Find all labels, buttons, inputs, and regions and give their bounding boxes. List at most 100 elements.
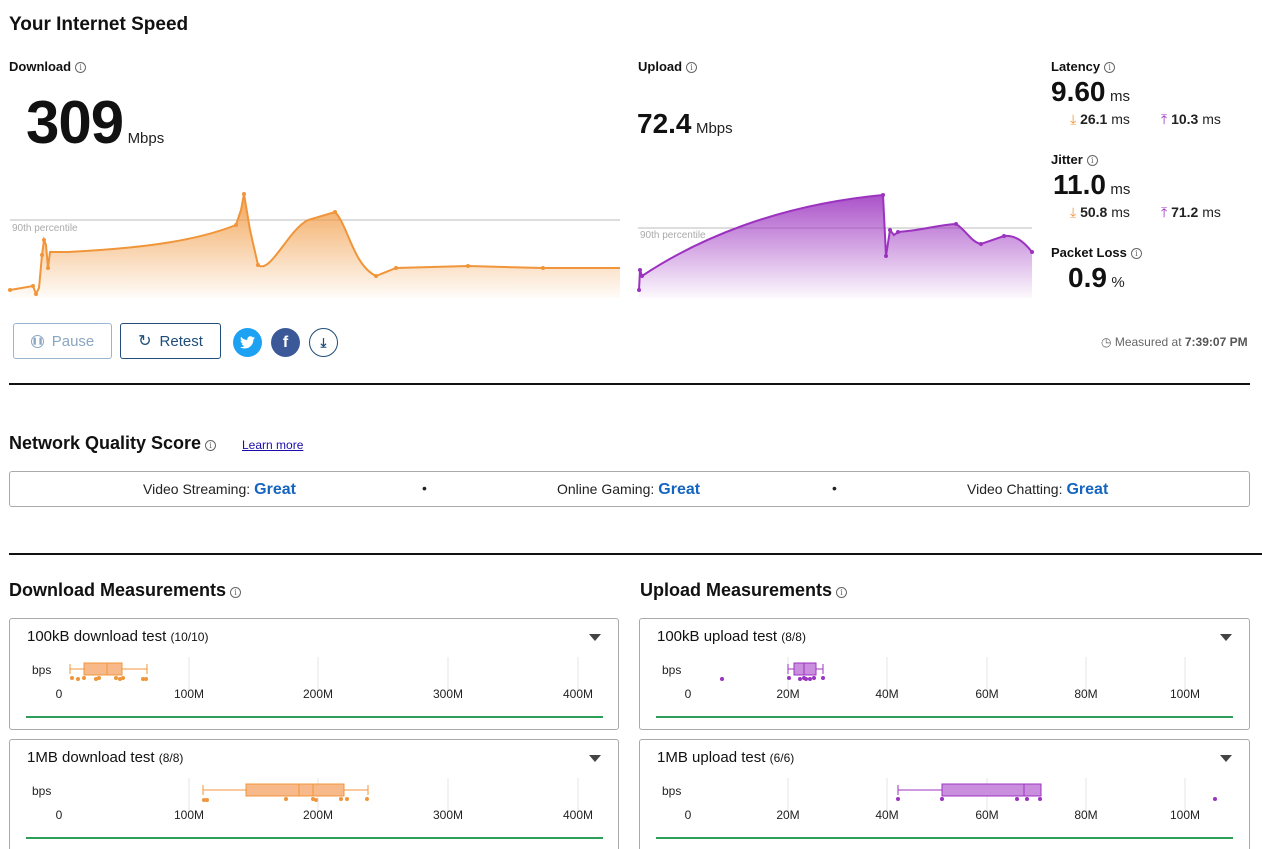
- upload-value: 72.4: [637, 108, 692, 139]
- axis-tick: 100M: [173, 687, 205, 701]
- latency-down-value: 26.1: [1080, 111, 1108, 127]
- percentile-label: 90th percentile: [640, 230, 706, 241]
- upload-1mb-card[interactable]: 1MB upload test (6/6) bps 0 20M 40M 60M …: [639, 739, 1250, 849]
- divider: [9, 383, 1250, 385]
- latency-up-unit: ms: [1202, 111, 1221, 127]
- learn-more-link[interactable]: Learn more: [242, 438, 304, 452]
- pause-label: Pause: [51, 332, 95, 350]
- info-icon[interactable]: i: [1130, 248, 1142, 259]
- info-icon[interactable]: i: [686, 62, 698, 73]
- upload-label: Upload i: [638, 59, 698, 74]
- chevron-down-icon[interactable]: [1220, 634, 1232, 641]
- upload-speed: 72.4 Mbps: [637, 108, 733, 140]
- jitter-label: Jitter i: [1051, 152, 1098, 167]
- axis-label: bps: [662, 784, 682, 798]
- online-gaming-value: Great: [658, 481, 701, 498]
- upload-measurements-title: Upload Measurements i: [640, 580, 848, 601]
- download-label: Download i: [9, 59, 87, 74]
- status-line: [26, 716, 603, 718]
- upload-unit: Mbps: [695, 120, 733, 137]
- axis-tick: 300M: [432, 808, 464, 822]
- latency-label: Latency i: [1051, 59, 1116, 74]
- chevron-down-icon[interactable]: [589, 755, 601, 762]
- axis-tick: 200M: [302, 808, 334, 822]
- axis-tick: 100M: [173, 808, 205, 822]
- card-title: 1MB download test (8/8): [27, 749, 183, 766]
- status-line: [656, 837, 1233, 839]
- info-icon[interactable]: i: [75, 62, 87, 73]
- packet-loss-unit: %: [1111, 274, 1125, 291]
- video-chatting-score: Video Chatting: Great: [967, 481, 1108, 499]
- upload-arrow-icon: ⤒: [1161, 204, 1168, 220]
- card-title-text: 1MB download test: [27, 749, 155, 766]
- packet-loss-readout: 0.9 %: [1068, 262, 1125, 294]
- clock-icon: ◷: [1101, 335, 1112, 349]
- download-results-button[interactable]: ⤓: [309, 328, 338, 357]
- video-streaming-score: Video Streaming: Great: [143, 481, 296, 499]
- separator: •: [832, 480, 837, 496]
- download-value: 309: [26, 89, 124, 156]
- download-1mb-boxplot: [188, 778, 579, 812]
- video-streaming-value: Great: [254, 481, 296, 498]
- download-label-text: Download: [9, 59, 72, 74]
- card-title-text: 100kB download test: [27, 628, 167, 645]
- measured-time: 7:39:07 PM: [1184, 335, 1248, 349]
- download-area: [10, 194, 620, 298]
- card-title: 100kB upload test (8/8): [657, 628, 806, 645]
- download-arrow-icon: ⤓: [1070, 111, 1077, 127]
- pause-button[interactable]: ❚❚ Pause: [13, 323, 112, 359]
- upload-100kb-card[interactable]: 100kB upload test (8/8) bps 0 20M 40M 60…: [639, 618, 1250, 730]
- axis-tick: 80M: [1074, 808, 1098, 822]
- card-title-text: 100kB upload test: [657, 628, 778, 645]
- axis-tick: 0: [684, 808, 692, 822]
- upload-area: [639, 195, 1032, 298]
- card-count: (6/6): [769, 751, 795, 765]
- status-line: [656, 716, 1233, 718]
- jitter-label-text: Jitter: [1051, 152, 1083, 167]
- axis-tick: 0: [55, 687, 63, 701]
- download-measurements-title: Download Measurements i: [9, 580, 242, 601]
- axis-tick: 100M: [1169, 687, 1201, 701]
- axis-tick: 60M: [975, 808, 999, 822]
- twitter-share-button[interactable]: [233, 328, 262, 357]
- info-icon[interactable]: i: [230, 587, 242, 598]
- axis-tick: 400M: [562, 808, 594, 822]
- upload-1mb-boxplot: [787, 778, 1217, 812]
- latency-unit: ms: [1109, 88, 1130, 105]
- download-1mb-card[interactable]: 1MB download test (8/8) bps 0 100M 200M …: [9, 739, 619, 849]
- packet-loss-label-text: Packet Loss: [1051, 245, 1127, 260]
- download-unit: Mbps: [127, 130, 165, 147]
- facebook-icon: f: [282, 333, 289, 351]
- axis-label: bps: [662, 663, 682, 677]
- pause-icon: ❚❚: [30, 334, 44, 348]
- upload-100kb-boxplot: [720, 657, 1186, 691]
- axis-tick: 80M: [1074, 687, 1098, 701]
- info-icon[interactable]: i: [1086, 155, 1098, 166]
- online-gaming-label: Online Gaming:: [557, 481, 655, 497]
- axis-tick: 0: [55, 808, 63, 822]
- chevron-down-icon[interactable]: [1220, 755, 1232, 762]
- facebook-share-button[interactable]: f: [271, 328, 300, 357]
- info-icon[interactable]: i: [1104, 62, 1116, 73]
- download-100kb-card[interactable]: 100kB download test (10/10) bps 0 100M 2…: [9, 618, 619, 730]
- jitter-down-unit: ms: [1111, 204, 1130, 220]
- retest-button[interactable]: ↻ Retest: [120, 323, 221, 359]
- latency-label-text: Latency: [1051, 59, 1101, 74]
- jitter-up-unit: ms: [1202, 204, 1221, 220]
- axis-tick: 200M: [302, 687, 334, 701]
- axis-label: bps: [32, 784, 52, 798]
- upload-graph: 90th percentile: [637, 193, 1034, 298]
- video-chatting-label: Video Chatting:: [967, 481, 1063, 497]
- info-icon[interactable]: i: [205, 440, 217, 451]
- jitter-down-value: 50.8: [1080, 204, 1108, 220]
- download-speed: 309 Mbps: [26, 88, 164, 157]
- info-icon[interactable]: i: [836, 587, 848, 598]
- online-gaming-score: Online Gaming: Great: [557, 481, 700, 499]
- download-icon: ⤓: [320, 334, 327, 350]
- video-chatting-value: Great: [1066, 481, 1109, 498]
- network-quality-title: Network Quality Score i: [9, 433, 217, 454]
- upload-arrow-icon: ⤒: [1161, 111, 1168, 127]
- card-title-text: 1MB upload test: [657, 749, 766, 766]
- chevron-down-icon[interactable]: [589, 634, 601, 641]
- separator: •: [422, 480, 427, 496]
